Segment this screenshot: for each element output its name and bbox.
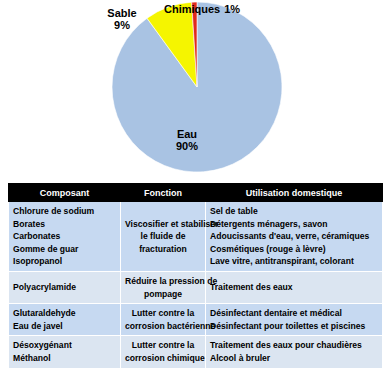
cell-line: Adoucissants d'eau, verre, céramiques (210, 230, 378, 243)
value-label: 90% (176, 140, 198, 152)
pie-chart: Eau90% Sable9% Chimiques 1% (0, 0, 388, 180)
cell-line: Traitement des eaux (210, 281, 378, 294)
value-label: 1% (224, 3, 240, 15)
cell-line: Lutter contre la (125, 307, 201, 320)
value-label: 9% (114, 19, 130, 31)
slice-label: Chimiques 1% (164, 3, 240, 15)
cell-line: Cosmétiques (rouge à lèvre) (210, 243, 378, 256)
table: ComposantFonctionUtilisation domestiqueC… (8, 183, 383, 369)
cell-line: Détergents ménagers, savon (210, 218, 378, 231)
cell-line: Polyacrylamide (13, 281, 116, 294)
cell-line: Lutter contre la (125, 339, 201, 352)
cell-line: corrosion bactérienne (125, 320, 201, 333)
cell-line: Méthanol (13, 352, 116, 365)
table-cell: Réduire la pression depompage (121, 271, 206, 303)
cell-line: fracturation (125, 243, 201, 256)
pie-slice (112, 2, 282, 172)
table-row: DésoxygénantMéthanolLutter contre lacorr… (9, 336, 383, 368)
cell-line: Désinfectant pour toilettes et piscines (210, 320, 378, 333)
category-label: Chimiques (164, 3, 220, 15)
table-cell: DésoxygénantMéthanol (9, 336, 121, 368)
cell-line: Borates (13, 218, 116, 231)
table-cell: Lutter contre lacorrosion bactérienne (121, 304, 206, 336)
cell-line: Isopropanol (13, 255, 116, 268)
cell-line: pompage (125, 288, 201, 301)
cell-line: Glutaraldehyde (13, 307, 116, 320)
cell-line: Eau de javel (13, 320, 116, 333)
table-cell: Polyacrylamide (9, 271, 121, 303)
table-cell: Viscosifier et stabiliserle fluide defra… (121, 202, 206, 272)
cell-line: Réduire la pression de (125, 275, 201, 288)
table-row: Chlorure de sodiumBoratesCarbonatesGomme… (9, 202, 383, 272)
cell-line: Carbonates (13, 230, 116, 243)
header-cell: Composant (9, 184, 121, 202)
cell-line: Alcool à bruler (210, 352, 378, 365)
category-label: Eau (177, 128, 197, 140)
cell-line: le fluide de (125, 230, 201, 243)
header-row: ComposantFonctionUtilisation domestique (9, 184, 383, 202)
cell-line: Désoxygénant (13, 339, 116, 352)
cell-line: Viscosifier et stabiliser (125, 218, 201, 231)
cell-line: Lave vitre, antitranspirant, colorant (210, 255, 378, 268)
cell-line: Gomme de guar (13, 243, 116, 256)
table-cell: Sel de tableDétergents ménagers, savonAd… (206, 202, 383, 272)
table-cell: Désinfectant dentaire et médicalDésinfec… (206, 304, 383, 336)
table-cell: Traitement des eaux (206, 271, 383, 303)
table-cell: Chlorure de sodiumBoratesCarbonatesGomme… (9, 202, 121, 272)
table-wrapper: ComposantFonctionUtilisation domestiqueC… (8, 183, 382, 369)
table-cell: Traitement des eaux pour chaudièresAlcoo… (206, 336, 383, 368)
table-cell: Lutter contre lacorrosion chimique (121, 336, 206, 368)
cell-line: Traitement des eaux pour chaudières (210, 339, 378, 352)
table-row: GlutaraldehydeEau de javelLutter contre … (9, 304, 383, 336)
cell-line: Chlorure de sodium (13, 205, 116, 218)
header-cell: Fonction (121, 184, 206, 202)
slices (112, 2, 282, 172)
cell-line: Sel de table (210, 205, 378, 218)
header-cell: Utilisation domestique (206, 184, 383, 202)
cell-line: Désinfectant dentaire et médical (210, 307, 378, 320)
table-row: Polyacrylamide Réduire la pression depomp… (9, 271, 383, 303)
category-label: Sable (107, 7, 136, 19)
cell-line: corrosion chimique (125, 352, 201, 365)
table-cell: GlutaraldehydeEau de javel (9, 304, 121, 336)
